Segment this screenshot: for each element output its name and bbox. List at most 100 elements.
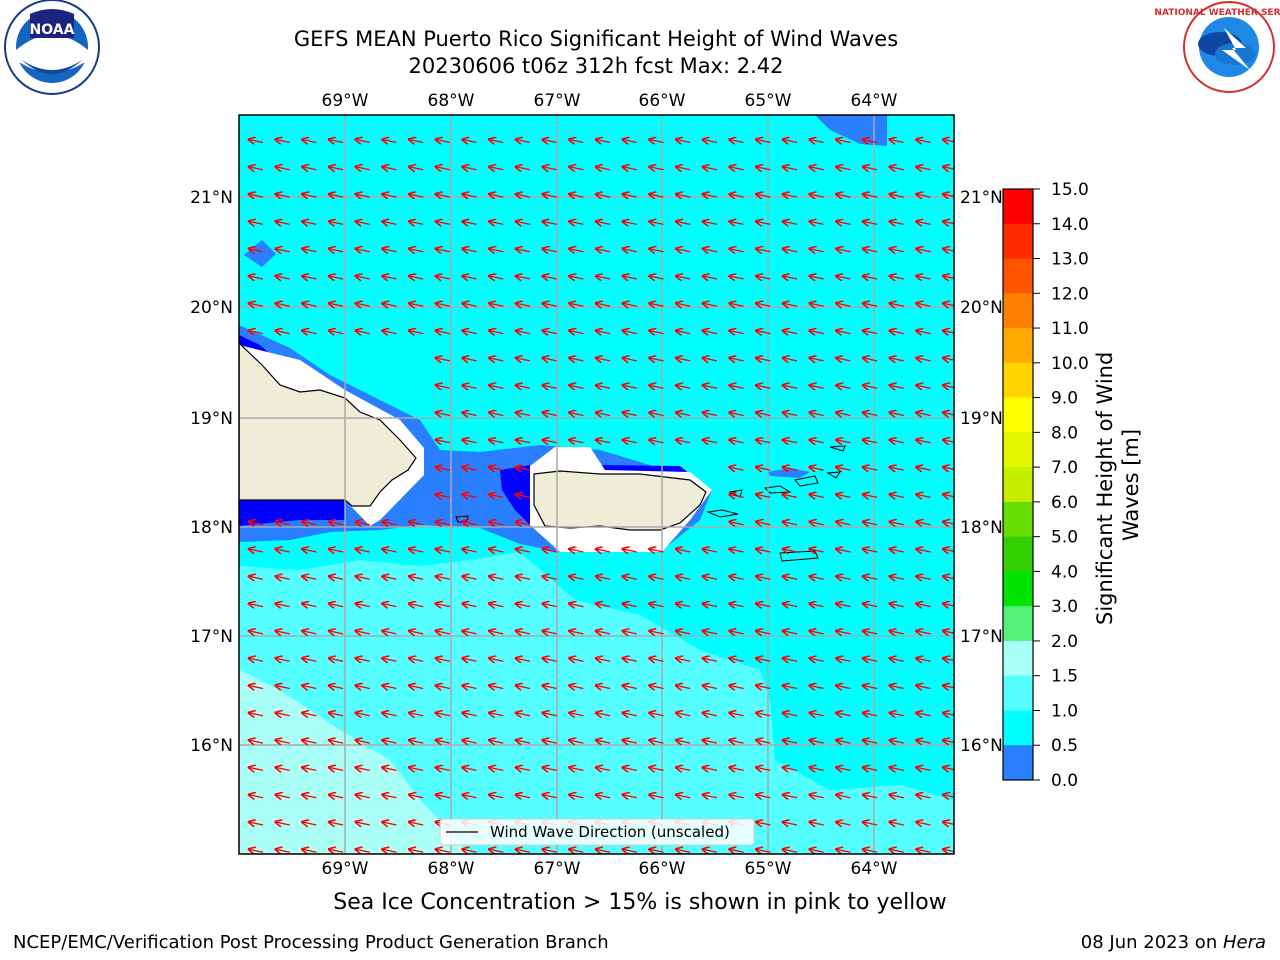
- wind-arrow: [623, 303, 637, 306]
- wind-arrow: [596, 194, 611, 197]
- wind-arrow: [436, 686, 451, 689]
- wind-arrow: [569, 194, 584, 197]
- wind-arrow: [917, 604, 931, 607]
- wind-arrow: [783, 767, 798, 770]
- wind-arrow: [383, 822, 397, 825]
- wind-arrow: [917, 740, 931, 743]
- wind-arrow: [676, 740, 691, 743]
- wind-arrow: [329, 194, 344, 197]
- wind-arrow: [863, 331, 878, 334]
- lat-label: 17°N: [190, 627, 233, 647]
- wind-arrow: [650, 576, 664, 579]
- wind-arrow: [756, 849, 771, 852]
- wind-arrow: [356, 822, 370, 825]
- wind-arrow: [756, 576, 771, 579]
- wind-arrow: [836, 767, 851, 770]
- wind-arrow: [383, 631, 397, 634]
- wind-arrow: [623, 167, 637, 170]
- wind-arrow: [943, 549, 954, 552]
- wind-arrow: [810, 604, 824, 607]
- wind-arrow: [249, 740, 264, 743]
- wind-arrow: [943, 686, 954, 689]
- wind-arrow: [409, 331, 424, 334]
- wind-arrow: [276, 822, 290, 825]
- wind-arrow: [329, 849, 344, 852]
- wind-arrow: [489, 849, 504, 852]
- wind-arrow: [383, 849, 397, 852]
- wind-arrow: [463, 194, 477, 197]
- wind-arrow: [596, 795, 611, 798]
- wind-arrow: [650, 413, 664, 416]
- wind-arrow: [463, 440, 477, 443]
- wind-arrow: [543, 385, 557, 388]
- lat-label: 18°N: [960, 518, 1003, 538]
- wind-arrow: [436, 849, 451, 852]
- wind-arrow: [863, 631, 878, 634]
- wind-arrow: [463, 686, 477, 689]
- wind-arrow: [276, 604, 290, 607]
- wind-arrow: [676, 413, 691, 416]
- wind-arrow: [436, 194, 451, 197]
- wind-arrow: [356, 604, 370, 607]
- wind-arrow: [810, 249, 824, 252]
- wind-arrow: [917, 576, 931, 579]
- wind-arrow: [650, 549, 664, 552]
- wind-arrow: [516, 467, 531, 470]
- wind-arrow: [623, 631, 637, 634]
- wind-arrow: [596, 413, 611, 416]
- wind-arrow: [356, 194, 370, 197]
- wind-arrow: [703, 194, 718, 197]
- wind-arrow: [703, 249, 718, 252]
- wind-arrow: [836, 385, 851, 388]
- wind-arrow: [756, 822, 771, 825]
- wind-arrow: [623, 249, 637, 252]
- wind-arrow: [810, 686, 824, 689]
- colorbar-cell: [1003, 710, 1033, 746]
- wind-arrow: [329, 522, 344, 525]
- wind-arrow: [836, 631, 851, 634]
- wind-arrow: [543, 713, 557, 716]
- colorbar-tick-label: 12.0: [1051, 284, 1089, 304]
- wind-arrow: [569, 440, 584, 443]
- wind-arrow: [836, 467, 851, 470]
- wind-arrow: [276, 713, 290, 716]
- wind-arrow: [516, 221, 531, 224]
- wind-arrow: [436, 767, 451, 770]
- wind-arrow: [463, 385, 477, 388]
- wind-arrow: [356, 549, 370, 552]
- wind-arrow: [836, 740, 851, 743]
- wind-arrow: [356, 221, 370, 224]
- legend-label: Wind Wave Direction (unscaled): [490, 823, 730, 841]
- wind-arrow: [783, 549, 798, 552]
- wind-arrow: [249, 249, 264, 252]
- wind-arrow: [489, 604, 504, 607]
- wind-arrow: [943, 167, 954, 170]
- wind-arrow: [650, 767, 664, 770]
- wind-arrow: [356, 167, 370, 170]
- wind-arrow: [863, 385, 878, 388]
- colorbar-label: Significant Height of Wind Waves [m]: [1093, 345, 1143, 625]
- wind-arrow: [943, 767, 954, 770]
- wind-arrow: [543, 194, 557, 197]
- wind-arrow: [890, 167, 904, 170]
- wind-arrow: [383, 167, 397, 170]
- wind-arrow: [703, 576, 718, 579]
- wind-arrow: [329, 249, 344, 252]
- wind-arrow: [756, 686, 771, 689]
- wind-arrow: [703, 221, 718, 224]
- wind-arrow: [756, 276, 771, 279]
- colorbar-cell: [1003, 293, 1033, 329]
- wind-arrow: [569, 795, 584, 798]
- wind-arrow: [596, 576, 611, 579]
- wind-arrow: [836, 549, 851, 552]
- wind-arrow: [329, 276, 344, 279]
- wind-arrow: [489, 413, 504, 416]
- wind-arrow: [703, 658, 718, 661]
- colorbar-cell: [1003, 606, 1033, 642]
- wind-arrow: [489, 194, 504, 197]
- wind-arrow: [730, 686, 744, 689]
- lat-label: 16°N: [960, 736, 1003, 756]
- wind-arrow: [249, 604, 264, 607]
- wind-arrow: [890, 658, 904, 661]
- wind-arrow: [356, 740, 370, 743]
